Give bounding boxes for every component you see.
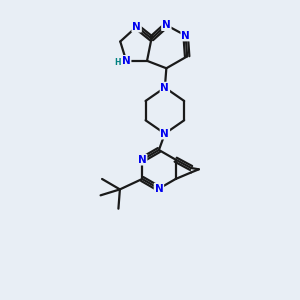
Text: N: N (138, 155, 147, 165)
Text: N: N (162, 20, 171, 30)
Text: N: N (132, 22, 141, 32)
Text: N: N (154, 184, 163, 194)
Text: N: N (160, 82, 169, 93)
Text: N: N (160, 129, 169, 139)
Text: H: H (115, 58, 121, 67)
Text: N: N (122, 56, 130, 66)
Text: N: N (181, 31, 190, 40)
